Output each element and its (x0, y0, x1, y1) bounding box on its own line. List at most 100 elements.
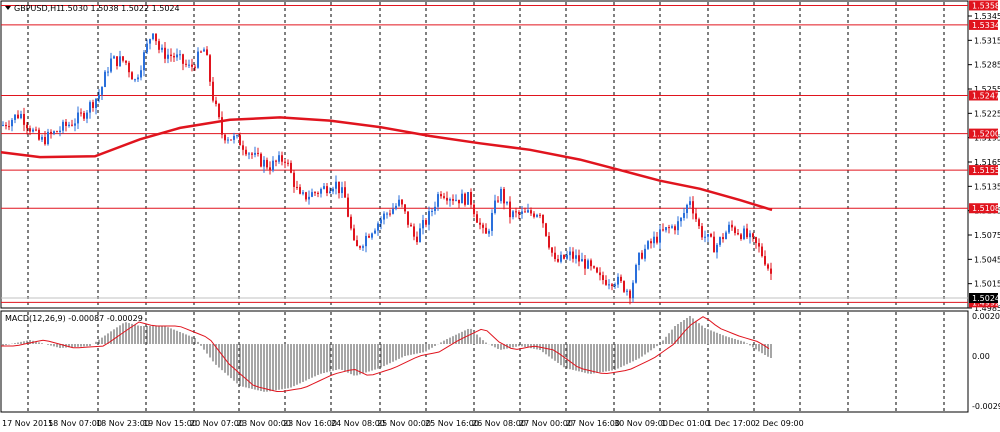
candle-body (62, 121, 64, 131)
candle-body (617, 276, 619, 285)
candle-body (230, 139, 232, 141)
candle-body (449, 199, 451, 201)
candle-body (416, 236, 418, 243)
candle-body (419, 228, 421, 243)
candle-body (227, 139, 229, 141)
candle-body (257, 152, 259, 154)
time-label: 1 Dec 17:00 (707, 419, 756, 428)
candle-body (560, 254, 562, 262)
level-tag-bg (969, 0, 998, 11)
candle-body (680, 217, 682, 222)
level-tag-value: 1.5358 (972, 1, 1000, 10)
candle-body (623, 281, 625, 292)
candle-body (620, 276, 622, 282)
candle-body (410, 224, 412, 227)
candle-body (365, 235, 367, 247)
candle-body (686, 204, 688, 214)
candle-body (308, 196, 310, 200)
candle-body (581, 259, 583, 262)
candle-body (287, 162, 289, 164)
candle-body (8, 126, 10, 128)
candle-body (542, 214, 544, 224)
candle-body (332, 188, 334, 192)
candle-body (674, 226, 676, 231)
candle-body (200, 51, 202, 53)
candle-body (224, 134, 226, 141)
candle-body (404, 204, 406, 212)
candle-body (731, 224, 733, 228)
time-label: 1 Dec 01:00 (661, 419, 710, 428)
candle-body (527, 210, 529, 213)
macd-tick-bottom: -0.00294 (972, 402, 1000, 411)
candle-body (5, 124, 7, 127)
macd-histogram (2, 316, 772, 392)
candlesticks (2, 33, 772, 305)
candle-body (164, 47, 166, 59)
candle-body (350, 216, 352, 229)
candle-body (740, 234, 742, 239)
candle-body (128, 62, 130, 73)
candle-body (146, 43, 148, 53)
candle-body (68, 124, 70, 126)
candle-body (50, 131, 52, 134)
price-tick-label: 1.5315 (974, 36, 1000, 45)
candle-body (722, 237, 724, 240)
macd-tick-top: 0.00209 (972, 312, 1000, 321)
candle-body (311, 192, 313, 197)
candle-body (608, 284, 610, 286)
candle-body (407, 211, 409, 225)
moving-average-line (0, 116, 773, 212)
candle-body (134, 79, 136, 81)
price-tick-label: 1.5045 (974, 255, 1000, 264)
candle-body (233, 135, 235, 140)
candle-body (746, 228, 748, 238)
candle-body (506, 201, 508, 204)
candle-body (497, 200, 499, 202)
chart-header[interactable]: GBPUSD,H1 1.5030 1.5038 1.5022 1.5024 (5, 4, 180, 13)
candle-body (485, 227, 487, 234)
candle-body (494, 200, 496, 213)
candle-body (47, 131, 49, 145)
candle-body (155, 33, 157, 42)
candle-body (182, 54, 184, 64)
candle-body (545, 223, 547, 236)
candle-body (638, 252, 640, 266)
candle-body (512, 211, 514, 218)
candle-body (650, 241, 652, 244)
time-label: 30 Nov 09:00 (614, 419, 668, 428)
candle-body (338, 181, 340, 194)
candle-body (698, 219, 700, 227)
candle-body (719, 237, 721, 245)
macd-signal-line (1, 316, 770, 393)
candle-body (515, 211, 517, 213)
candle-body (113, 56, 115, 59)
candle-body (149, 39, 151, 44)
candle-body (260, 153, 262, 167)
candle-body (713, 236, 715, 253)
candle-body (125, 60, 127, 63)
triangle-down-icon[interactable] (5, 6, 11, 10)
candle-body (239, 135, 241, 146)
candle-body (56, 131, 58, 133)
candle-body (386, 213, 388, 215)
candle-body (458, 199, 460, 204)
time-label: 24 Nov 08:00 (331, 419, 385, 428)
candle-body (566, 255, 568, 259)
candle-body (41, 136, 43, 140)
candle-body (89, 102, 91, 113)
time-label: 18 Nov 07:00 (48, 419, 102, 428)
time-label: 17 Nov 2015 (2, 419, 53, 428)
candle-body (659, 229, 661, 243)
candle-body (86, 112, 88, 119)
candle-body (284, 161, 286, 163)
candle-body (716, 244, 718, 253)
candle-body (584, 259, 586, 269)
price-tick-label: 1.5285 (974, 61, 1000, 70)
candle-body (203, 49, 205, 52)
candle-body (197, 51, 199, 68)
candle-body (509, 201, 511, 218)
candle-body (728, 224, 730, 233)
time-label: 27 Nov 00:00 (519, 419, 573, 428)
candle-body (251, 153, 253, 155)
